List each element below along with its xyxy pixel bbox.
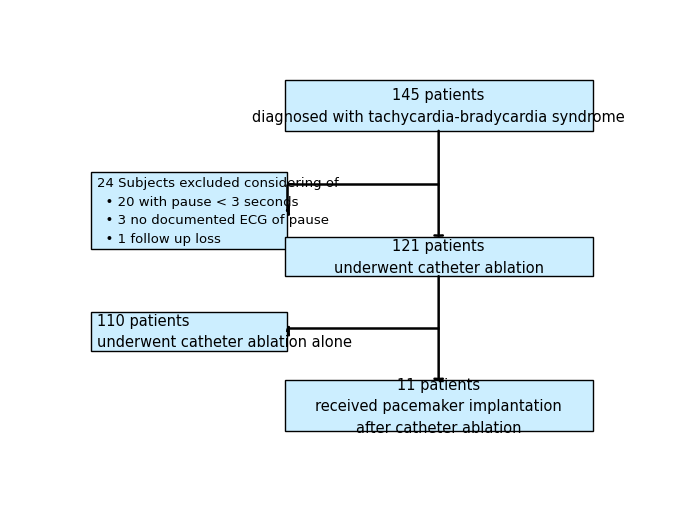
Text: 110 patients
underwent catheter ablation alone: 110 patients underwent catheter ablation… [97, 313, 352, 350]
Text: 24 Subjects excluded considering of
  • 20 with pause < 3 seconds
  • 3 no docum: 24 Subjects excluded considering of • 20… [97, 177, 339, 245]
Text: 11 patients
received pacemaker implantation
after catheter ablation: 11 patients received pacemaker implantat… [315, 377, 562, 435]
Text: 145 patients
diagnosed with tachycardia-bradycardia syndrome: 145 patients diagnosed with tachycardia-… [252, 88, 625, 124]
FancyBboxPatch shape [285, 80, 593, 132]
FancyBboxPatch shape [285, 381, 593, 432]
FancyBboxPatch shape [91, 173, 288, 249]
FancyBboxPatch shape [91, 312, 288, 351]
Text: 121 patients
underwent catheter ablation: 121 patients underwent catheter ablation [334, 239, 544, 275]
FancyBboxPatch shape [285, 237, 593, 276]
